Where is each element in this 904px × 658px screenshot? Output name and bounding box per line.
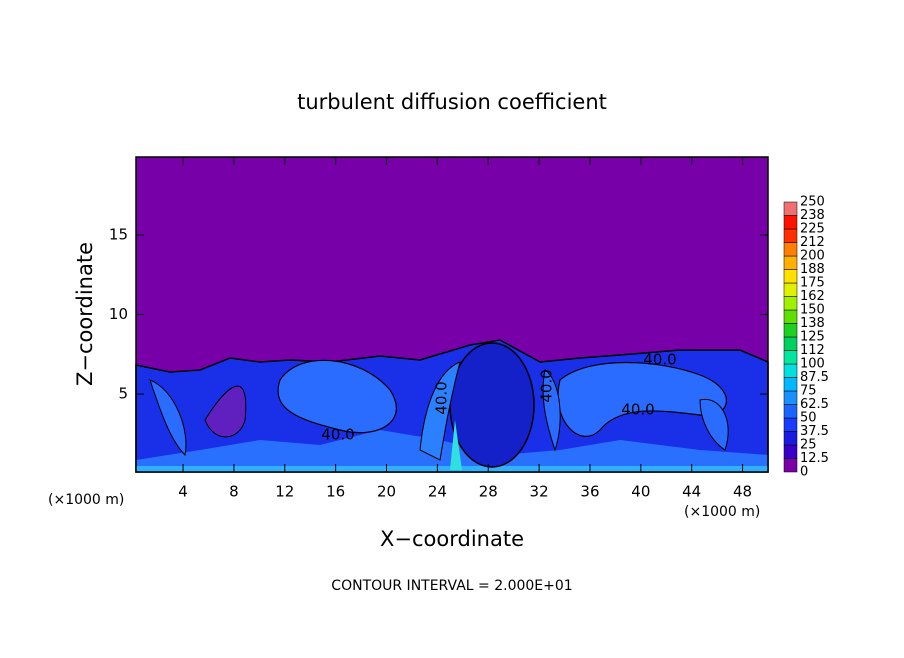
y-axis-label: Z−coordinate (73, 242, 97, 386)
colorbar-cell (783, 228, 798, 243)
y-tick-label: 10 (109, 305, 128, 323)
colorbar-label: 25 (800, 438, 817, 453)
colorbar-cell (783, 336, 798, 351)
x-tick-label: 40 (631, 483, 650, 501)
colorbar-cell (783, 323, 798, 338)
colorbar-label: 75 (800, 384, 817, 399)
colorbar-label: 162 (800, 289, 825, 304)
x-unit: (×1000 m) (684, 504, 760, 520)
field-swirl (557, 361, 727, 437)
colorbar-cell (783, 242, 798, 257)
colorbar-cell (783, 417, 798, 432)
colorbar-cell (783, 404, 798, 419)
field-swirl (699, 398, 729, 451)
colorbar-cell (783, 390, 798, 405)
colorbar-cell (783, 350, 798, 365)
field-swirl (149, 379, 187, 457)
field-swirl (204, 385, 247, 438)
x-tick-label: 4 (178, 483, 188, 501)
colorbar-cell (783, 458, 798, 473)
contour-label: 40.0 (538, 369, 556, 402)
colorbar-label: 250 (800, 195, 825, 210)
colorbar-label: 212 (800, 235, 825, 250)
x-tick-label: 28 (479, 483, 498, 501)
x-axis-label: X−coordinate (380, 527, 524, 551)
field-swirl (542, 369, 561, 452)
colorbar-label: 62.5 (800, 397, 829, 412)
x-tick-label: 16 (326, 483, 345, 501)
colorbar-label: 12.5 (800, 451, 829, 466)
chart-title: turbulent diffusion coefficient (297, 90, 607, 114)
colorbar-label: 37.5 (800, 424, 829, 439)
colorbar-label: 188 (800, 262, 825, 277)
colorbar-label: 225 (800, 222, 825, 237)
colorbar-cell (783, 444, 798, 459)
colorbar-cell (783, 255, 798, 270)
contour-label: 40.0 (433, 381, 451, 414)
colorbar-cell (783, 215, 798, 230)
x-tick-label: 32 (530, 483, 549, 501)
colorbar-label: 0 (800, 465, 808, 480)
x-tick-label: 44 (682, 483, 701, 501)
colorbar-label: 100 (800, 357, 825, 372)
x-tick-label: 20 (377, 483, 396, 501)
colorbar-label: 175 (800, 276, 825, 291)
colorbar-label: 200 (800, 249, 825, 264)
colorbar-cell (783, 296, 798, 311)
x-tick-label: 48 (733, 483, 752, 501)
colorbar-label: 125 (800, 330, 825, 345)
colorbar-cell (783, 363, 798, 378)
x-unit: (×1000 m) (48, 492, 124, 508)
field-jet (450, 420, 462, 470)
colorbar-label: 87.5 (800, 370, 829, 385)
colorbar-cell (783, 431, 798, 446)
colorbar-label: 138 (800, 316, 825, 331)
x-tick-label: 8 (229, 483, 239, 501)
colorbar-label: 112 (800, 343, 825, 358)
footnote: CONTOUR INTERVAL = 2.000E+01 (331, 578, 572, 594)
colorbar-label: 238 (800, 208, 825, 223)
colorbar-cell (783, 282, 798, 297)
field (135, 157, 769, 473)
y-tick-label: 5 (118, 385, 128, 403)
y-tick-label: 15 (109, 225, 128, 243)
colorbar-cell (783, 269, 798, 284)
x-tick-label: 36 (580, 483, 599, 501)
contour-label: 40.0 (643, 351, 676, 369)
field-swirl (419, 361, 461, 461)
colorbar-label: 50 (800, 411, 817, 426)
x-tick-label: 12 (275, 483, 294, 501)
colorbar-cell (783, 201, 798, 216)
x-tick-label: 24 (428, 483, 447, 501)
colorbar-cell (783, 377, 798, 392)
contour-label: 40.0 (621, 401, 654, 419)
field-core (449, 342, 535, 468)
field-swirl (277, 359, 397, 434)
contour-label: 40.0 (321, 426, 354, 444)
colorbar-cell (783, 309, 798, 324)
colorbar-label: 150 (800, 303, 825, 318)
